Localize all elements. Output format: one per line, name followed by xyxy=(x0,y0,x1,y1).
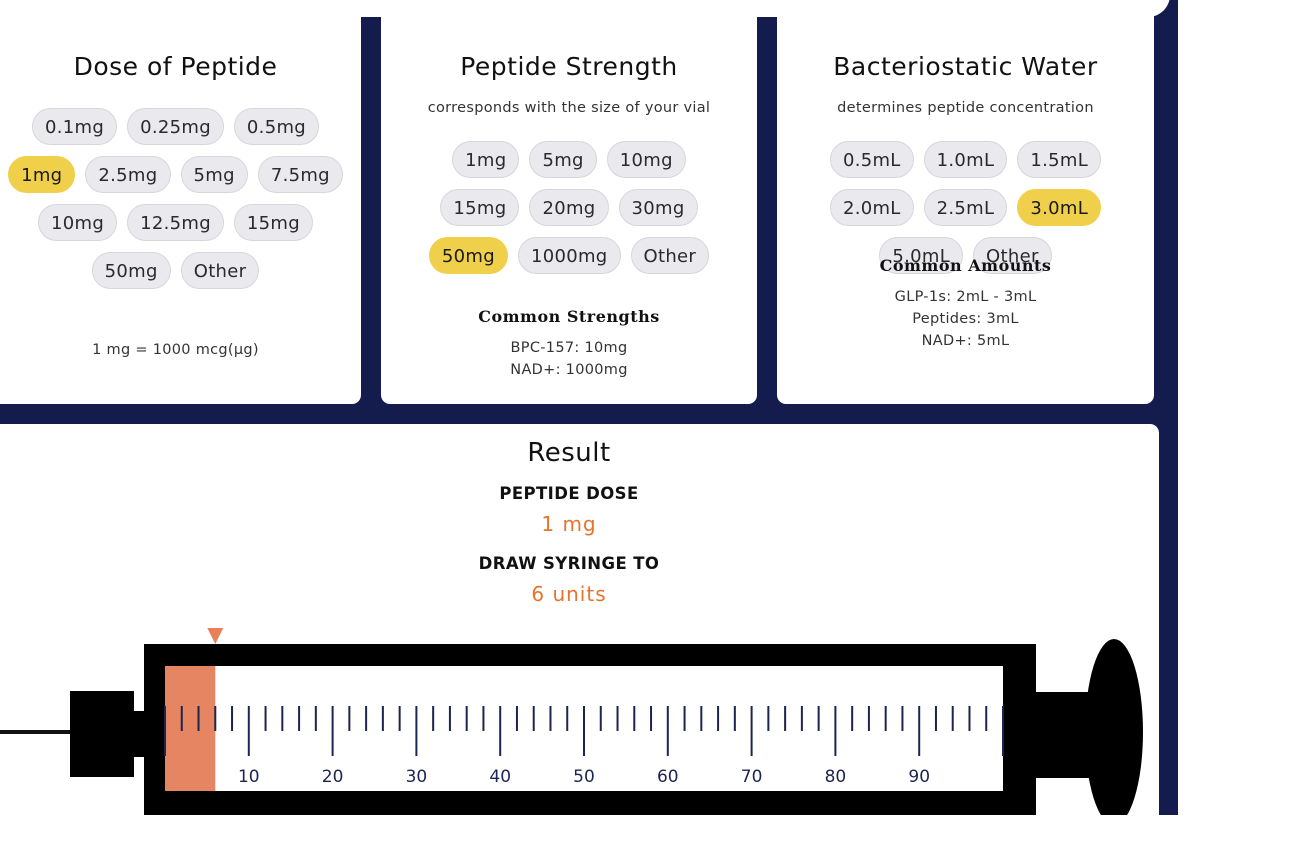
common-strengths-title: Common Strengths xyxy=(478,307,660,326)
syringe-ticks xyxy=(164,706,1004,756)
water-option[interactable]: 2.5mL xyxy=(923,189,1008,226)
water-option[interactable]: 2.0mL xyxy=(829,189,914,226)
syringe-hub xyxy=(70,691,134,777)
common-amount-item: Peptides: 3mL xyxy=(912,311,1019,327)
water-options: 0.5mL 1.0mL 1.5mL 2.0mL 2.5mL 3.0mL 5.0mL Other xyxy=(777,141,1154,274)
syringe-plunger-cap xyxy=(1085,639,1143,815)
dose-option[interactable]: 0.5mg xyxy=(233,108,320,145)
water-card: Bacteriostatic Water determines peptide … xyxy=(777,0,1154,404)
syringe-tick-label: 60 xyxy=(657,767,679,787)
syringe-tick-label: 30 xyxy=(406,767,428,787)
strength-option[interactable]: 50mg xyxy=(428,237,508,274)
strength-option[interactable]: 30mg xyxy=(618,189,698,226)
dose-unit-note: 1 mg = 1000 mcg(µg) xyxy=(92,342,259,358)
dose-option[interactable]: 50mg xyxy=(91,252,171,289)
draw-syringe-value: 6 units xyxy=(531,582,607,606)
strength-title: Peptide Strength xyxy=(460,52,678,81)
dose-option[interactable]: 0.25mg xyxy=(127,108,224,145)
water-option[interactable]: Other xyxy=(973,237,1052,274)
dose-option[interactable]: 12.5mg xyxy=(127,204,224,241)
syringe-tick-label: 50 xyxy=(573,767,595,787)
common-amount-item: NAD+: 5mL xyxy=(921,333,1010,349)
dose-options: 0.1mg 0.25mg 0.5mg 1mg 2.5mg 5mg 7.5mg 10mg 12.5… xyxy=(0,108,361,289)
peptide-dose-label: PEPTIDE DOSE xyxy=(499,484,639,503)
dose-title: Dose of Peptide xyxy=(73,52,278,81)
syringe-tick-label: 40 xyxy=(489,767,511,787)
dose-option[interactable]: 1mg xyxy=(8,156,76,193)
water-subtitle: determines peptide concentration xyxy=(837,100,1094,116)
water-option[interactable]: 5.0mL xyxy=(879,237,964,274)
water-option[interactable]: 1.0mL xyxy=(923,141,1008,178)
syringe-tick-label: 70 xyxy=(741,767,763,787)
syringe-fill xyxy=(165,666,216,791)
peptide-dose-value: 1 mg xyxy=(541,512,597,536)
dose-option[interactable]: Other xyxy=(180,252,260,289)
result-title: Result xyxy=(527,438,611,468)
water-option[interactable]: 1.5mL xyxy=(1017,141,1102,178)
dose-card: Dose of Peptide 0.1mg 0.25mg 0.5mg 1mg 2.5mg… xyxy=(0,0,361,404)
strength-option[interactable]: 15mg xyxy=(440,189,520,226)
strength-option[interactable]: Other xyxy=(630,237,710,274)
dose-option[interactable]: 10mg xyxy=(38,204,118,241)
common-amounts-title: Common Amounts xyxy=(879,256,1052,275)
strength-card: Peptide Strength corresponds with the si… xyxy=(381,0,757,404)
strength-options: 1mg 5mg 10mg 15mg 20mg 30mg 50mg 1000mg Other xyxy=(381,141,757,274)
water-option[interactable]: 0.5mL xyxy=(829,141,914,178)
strength-option[interactable]: 10mg xyxy=(606,141,686,178)
syringe-tick-label: 80 xyxy=(825,767,847,787)
strength-option[interactable]: 1mg xyxy=(452,141,520,178)
syringe-tick-label: 10 xyxy=(238,767,260,787)
draw-syringe-label: DRAW SYRINGE TO xyxy=(478,554,660,573)
water-option[interactable]: 3.0mL xyxy=(1017,189,1102,226)
dose-option[interactable]: 0.1mg xyxy=(31,108,118,145)
strength-option[interactable]: 20mg xyxy=(529,189,609,226)
units-marker-icon xyxy=(207,628,224,644)
dose-option[interactable]: 7.5mg xyxy=(257,156,343,193)
dose-option[interactable]: 5mg xyxy=(180,156,248,193)
syringe-diagram: 10 20 30 40 50 60 70 80 90 xyxy=(0,628,1143,815)
strength-subtitle: corresponds with the size of your vial xyxy=(427,100,711,116)
common-strength-item: NAD+: 1000mg xyxy=(510,362,628,378)
syringe-tick-label: 20 xyxy=(322,767,344,787)
common-amounts-list: GLP-1s: 2mL - 3mL Peptides: 3mL NAD+: 5m… xyxy=(777,286,1154,352)
dose-option[interactable]: 2.5mg xyxy=(85,156,171,193)
syringe-tick-label: 90 xyxy=(908,767,930,787)
strength-option[interactable]: 1000mg xyxy=(517,237,621,274)
common-strength-item: BPC-157: 10mg xyxy=(510,340,628,356)
dose-option[interactable]: 15mg xyxy=(233,204,313,241)
strength-option[interactable]: 5mg xyxy=(529,141,597,178)
syringe-tick-labels: 10 20 30 40 50 60 70 80 90 xyxy=(238,767,930,787)
water-title: Bacteriostatic Water xyxy=(833,52,1098,81)
common-amount-item: GLP-1s: 2mL - 3mL xyxy=(894,289,1037,305)
common-strengths-list: BPC-157: 10mg NAD+: 1000mg xyxy=(381,337,757,381)
